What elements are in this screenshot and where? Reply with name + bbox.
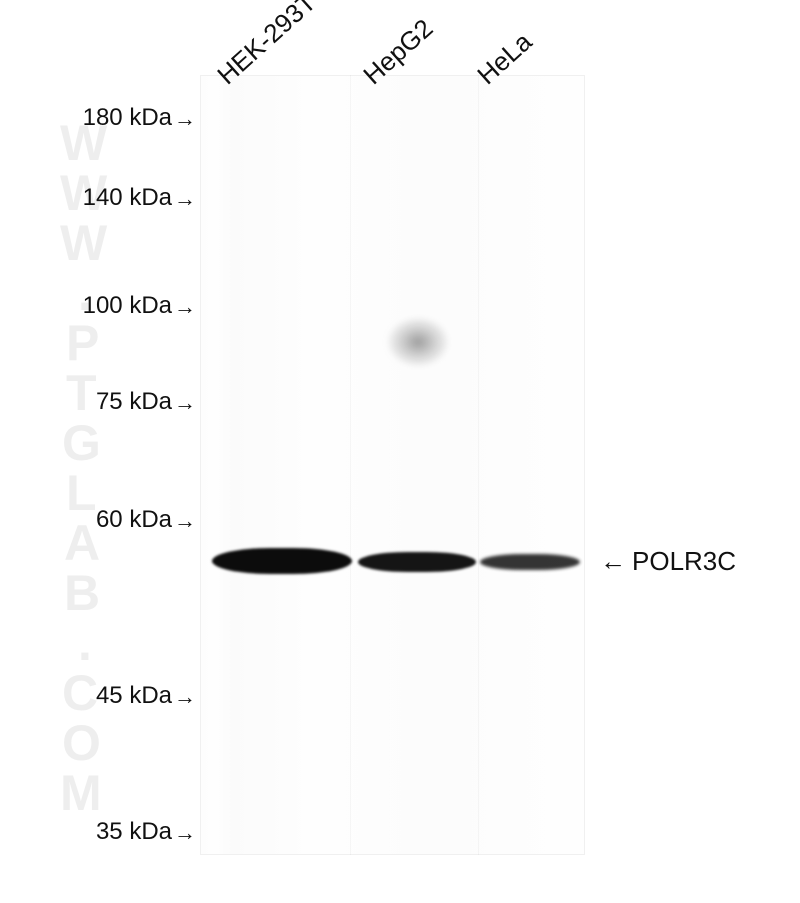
marker-140kda: 140 kDa → [83, 184, 196, 212]
marker-label: 45 kDa [96, 682, 172, 710]
wm-char: C [62, 665, 100, 721]
arrow-right-icon: → [174, 820, 196, 846]
lane-divider [350, 75, 351, 855]
marker-label: 60 kDa [96, 506, 172, 534]
arrow-right-icon: → [174, 106, 196, 132]
marker-45kda: 45 kDa → [96, 682, 196, 710]
arrow-right-icon: → [174, 186, 196, 212]
band-hepg2-polr3c [358, 552, 476, 572]
marker-180kda: 180 kDa → [83, 104, 196, 132]
marker-75kda: 75 kDa → [96, 388, 196, 416]
arrow-right-icon: → [174, 684, 196, 710]
band-hela-polr3c [480, 554, 580, 570]
marker-35kda: 35 kDa → [96, 818, 196, 846]
arrow-left-icon: ← [600, 546, 626, 577]
arrow-right-icon: → [174, 508, 196, 534]
arrow-right-icon: → [174, 294, 196, 320]
marker-label: 100 kDa [83, 292, 172, 320]
wm-char: P [66, 315, 101, 371]
marker-label: 35 kDa [96, 818, 172, 846]
watermark: W W W . P T G L A B . C O M [38, 110, 158, 830]
marker-label: 140 kDa [83, 184, 172, 212]
marker-60kda: 60 kDa → [96, 506, 196, 534]
wm-char: M [60, 765, 104, 821]
wm-char: O [62, 715, 103, 771]
marker-label: 75 kDa [96, 388, 172, 416]
wm-char: . [78, 615, 94, 671]
arrow-right-icon: → [174, 390, 196, 416]
wm-char: L [66, 465, 99, 521]
target-label: ← POLR3C [600, 546, 736, 577]
wm-char: G [62, 415, 103, 471]
figure-container: W W W . P T G L A B . C O M HEK-293T Hep… [0, 0, 800, 903]
marker-label: 180 kDa [83, 104, 172, 132]
wm-char: T [66, 365, 99, 421]
band-hek293t-polr3c [212, 548, 352, 574]
wm-char: W [60, 215, 109, 271]
nonspecific-smudge [388, 318, 448, 366]
lane-divider [478, 75, 479, 855]
target-text: POLR3C [632, 546, 736, 577]
blot-membrane [200, 75, 585, 855]
marker-100kda: 100 kDa → [83, 292, 196, 320]
wm-char: B [64, 565, 102, 621]
